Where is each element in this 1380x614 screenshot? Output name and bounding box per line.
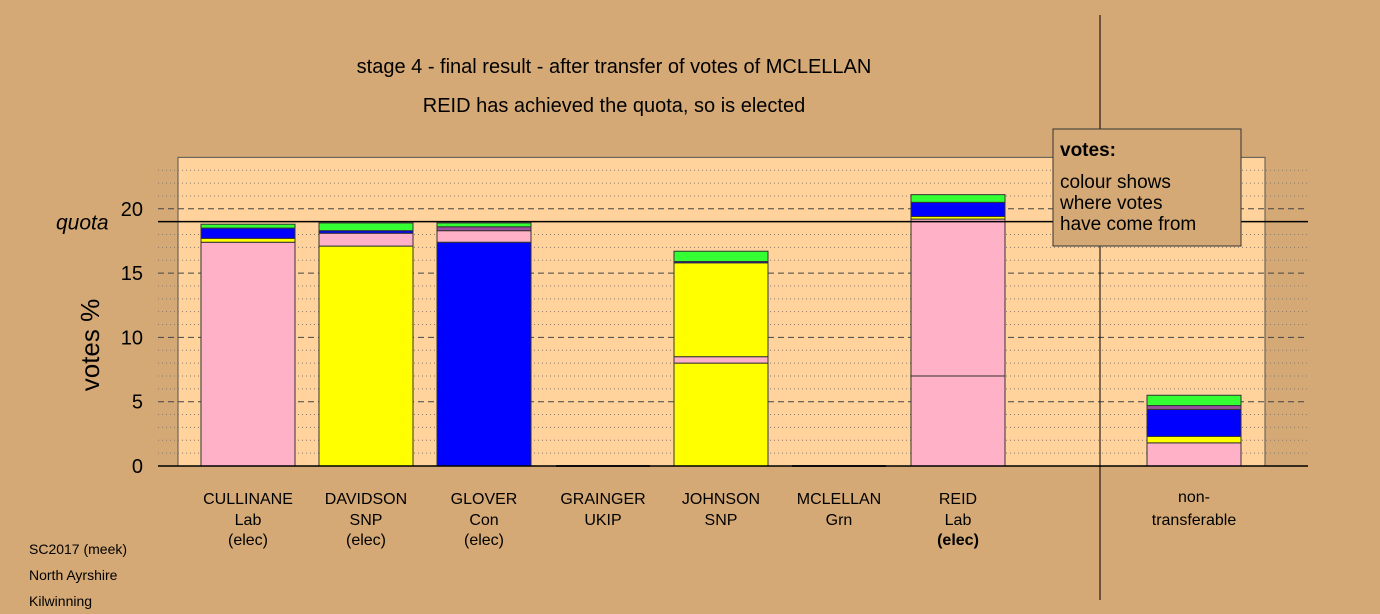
- bar-davidson-segment-green: [318, 222, 414, 232]
- quota-label: quota: [56, 212, 109, 235]
- bar-reid-segment-pink: [910, 375, 1006, 467]
- chart-canvas: 0 5 10 15 20 quota votes % stage 4 - final resu…: [29, 15, 1308, 609]
- candidate-name-label: MCLELLAN: [797, 491, 881, 508]
- bar-cullinane-segment-pink: [200, 241, 296, 467]
- candidate-name-label: CULLINANE: [203, 491, 293, 508]
- bar-nontransferable-segment-blue: [1146, 408, 1242, 437]
- legend-text-line: have come from: [1060, 214, 1196, 235]
- legend-box: [1052, 128, 1242, 247]
- chart-title: stage 4 - final result - after transfer …: [357, 56, 872, 78]
- bar-johnson-segment-pink: [673, 356, 769, 364]
- bar-nontransferable-segment-yellow: [1146, 435, 1242, 444]
- candidate-name-label: GLOVER: [451, 491, 518, 508]
- stacked-bar-chart: 0 5 10 15 20 quota votes % stage 4 - final resu…: [56, 15, 1308, 600]
- footer-election: SC2017 (meek): [29, 541, 128, 557]
- footer-ward: Kilwinning: [29, 593, 93, 609]
- candidate-status-label: (elec): [228, 532, 268, 549]
- candidate-party-label: Lab: [235, 512, 262, 529]
- bar-cullinane-segment-yellow: [200, 237, 296, 243]
- legend-title: votes:: [1060, 140, 1116, 161]
- bar-davidson-segment-pink: [318, 232, 414, 247]
- candidate-party-label: SNP: [350, 512, 383, 529]
- candidate-party-label: Grn: [826, 512, 853, 529]
- bar-nontransferable-segment-green: [1146, 394, 1242, 407]
- candidate-status-label: (elec): [346, 532, 386, 549]
- bar-reid-segment-blue: [910, 201, 1006, 218]
- bar-johnson-segment-green: [673, 250, 769, 263]
- bar-glover-segment-blue: [436, 241, 532, 467]
- bar-cullinane-segment-green: [200, 223, 296, 229]
- y-tick-label: 0: [132, 456, 143, 478]
- bar-nontransferable-segment-purple: [1146, 405, 1242, 410]
- bar-reid-segment-green: [910, 194, 1006, 203]
- bar-glover-segment-green: [436, 222, 532, 228]
- candidate-party-label: Con: [469, 512, 498, 529]
- candidate-party-label: Lab: [945, 512, 972, 529]
- legend-text-line: where votes: [1059, 193, 1162, 214]
- bar-glover-segment-pink: [436, 230, 532, 243]
- bar-johnson-segment-yellow: [673, 362, 769, 467]
- candidate-party-label: UKIP: [584, 512, 621, 529]
- candidate-name-label: REID: [939, 491, 977, 508]
- bar-reid-segment-pink: [910, 218, 1006, 377]
- bar-davidson-segment-yellow: [318, 245, 414, 467]
- y-axis-label: votes %: [75, 299, 105, 392]
- candidate-party-label: SNP: [705, 512, 738, 529]
- candidate-name-label: DAVIDSON: [325, 491, 407, 508]
- nontransferable-label-1: non-: [1178, 489, 1210, 506]
- footer-info: SC2017 (meek) North Ayrshire Kilwinning: [29, 536, 127, 614]
- bar-cullinane-segment-blue: [200, 227, 296, 239]
- candidate-status-label: (elec): [937, 532, 979, 549]
- y-tick-label: 5: [132, 392, 143, 414]
- chart-subtitle: REID has achieved the quota, so is elect…: [423, 95, 805, 117]
- y-tick-label: 10: [121, 327, 143, 349]
- candidate-status-label: (elec): [464, 532, 504, 549]
- legend-text-line: colour shows: [1060, 172, 1171, 193]
- bar-nontransferable-segment-pink: [1146, 442, 1242, 467]
- nontransferable-label-2: transferable: [1152, 512, 1237, 529]
- bar-johnson-segment-yellow: [673, 262, 769, 358]
- candidate-name-label: GRAINGER: [560, 491, 645, 508]
- footer-council: North Ayrshire: [29, 567, 118, 583]
- y-tick-label: 20: [121, 199, 143, 221]
- y-tick-label: 15: [121, 263, 143, 285]
- candidate-name-label: JOHNSON: [682, 491, 760, 508]
- bar-glover-segment-purple: [436, 226, 532, 232]
